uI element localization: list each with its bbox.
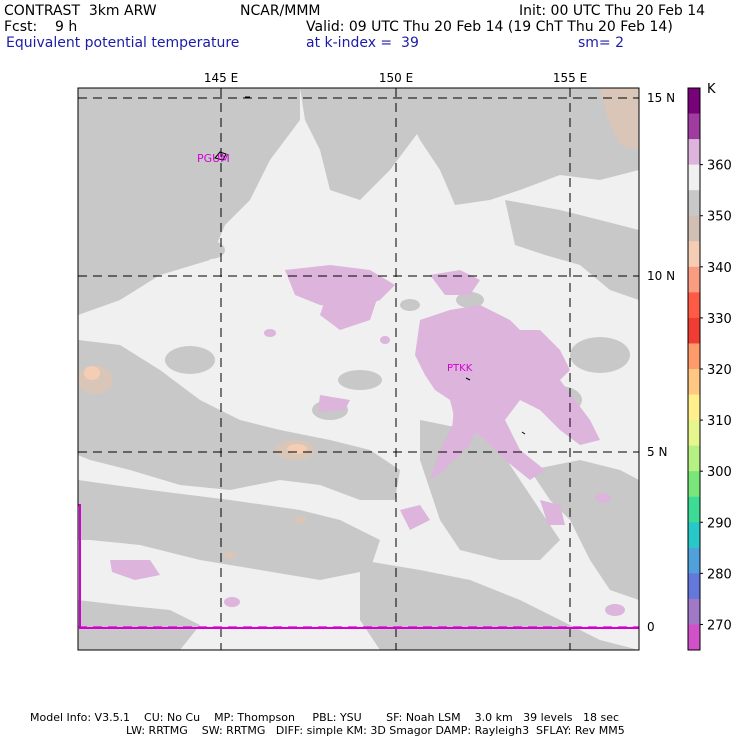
colorbar-swatch	[688, 598, 700, 625]
lon-label-155: 155 E	[553, 71, 587, 85]
station-label-pgum: PGUM	[197, 152, 230, 165]
colorbar-swatch	[688, 113, 700, 140]
colorbar-swatch	[688, 164, 700, 191]
colorbar-label: 350	[707, 210, 732, 225]
colorbar-unit: K	[707, 82, 716, 97]
colorbar-label: 340	[707, 261, 732, 276]
lat-label-15n: 15 N	[647, 91, 675, 105]
forecast-hour: Fcst: 9 h	[4, 19, 78, 35]
colorbar-swatch	[688, 394, 700, 421]
theta-e-field	[78, 88, 639, 650]
colorbar-swatch	[688, 343, 700, 370]
valid-time: Valid: 09 UTC Thu 20 Feb 14 (19 ChT Thu …	[306, 19, 673, 35]
station-label-ptkk: PTKK	[447, 363, 473, 374]
footer-model-info: Model Info: V3.5.1 CU: No Cu MP: Thompso…	[30, 711, 620, 724]
colorbar-swatch	[688, 624, 700, 651]
organization-label: NCAR/MMM	[240, 3, 321, 19]
colorbar-label: 310	[707, 414, 732, 429]
colorbar-swatch	[688, 190, 700, 217]
colorbar	[687, 87, 701, 651]
colorbar-label: 280	[707, 567, 732, 582]
colorbar-swatch	[688, 573, 700, 600]
colorbar-label: 360	[707, 159, 732, 174]
colorbar-swatch	[688, 215, 700, 242]
graticule	[78, 88, 639, 650]
colorbar-swatch	[688, 266, 700, 293]
colorbar-swatch	[688, 88, 700, 114]
lat-label-10n: 10 N	[647, 269, 675, 283]
colorbar-label: 270	[707, 618, 732, 633]
colorbar-label: 320	[707, 363, 732, 378]
colorbar-swatch	[688, 496, 700, 523]
lat-label-5n: 5 N	[647, 445, 667, 459]
colorbar-label: 300	[707, 465, 732, 480]
colorbar-label: 330	[707, 312, 732, 327]
domain-boundary	[78, 504, 639, 629]
lon-label-145: 145 E	[204, 71, 238, 85]
lon-label-150: 150 E	[379, 71, 413, 85]
footer-physics-info: LW: RRTMG SW: RRTMG DIFF: simple KM: 3D …	[126, 724, 625, 737]
plot-frame	[77, 87, 640, 651]
colorbar-swatch	[688, 292, 700, 319]
lat-label-equator: 0	[647, 620, 655, 634]
colorbar-swatch	[688, 547, 700, 574]
colorbar-swatch	[688, 241, 700, 268]
colorbar-swatch	[688, 471, 700, 498]
colorbar-label: 290	[707, 516, 732, 531]
colorbar-swatch	[688, 522, 700, 549]
model-title: CONTRAST 3km ARW	[4, 3, 157, 19]
smoothing-label: sm= 2	[578, 35, 625, 51]
init-time: Init: 00 UTC Thu 20 Feb 14	[519, 3, 706, 19]
colorbar-swatch	[688, 139, 700, 165]
level-label: at k-index = 39	[306, 35, 419, 51]
field-name: Equivalent potential temperature	[6, 35, 240, 51]
colorbar-swatch	[688, 420, 700, 446]
colorbar-swatch	[688, 317, 700, 344]
colorbar-swatch	[688, 445, 700, 472]
colorbar-swatch	[688, 369, 700, 395]
